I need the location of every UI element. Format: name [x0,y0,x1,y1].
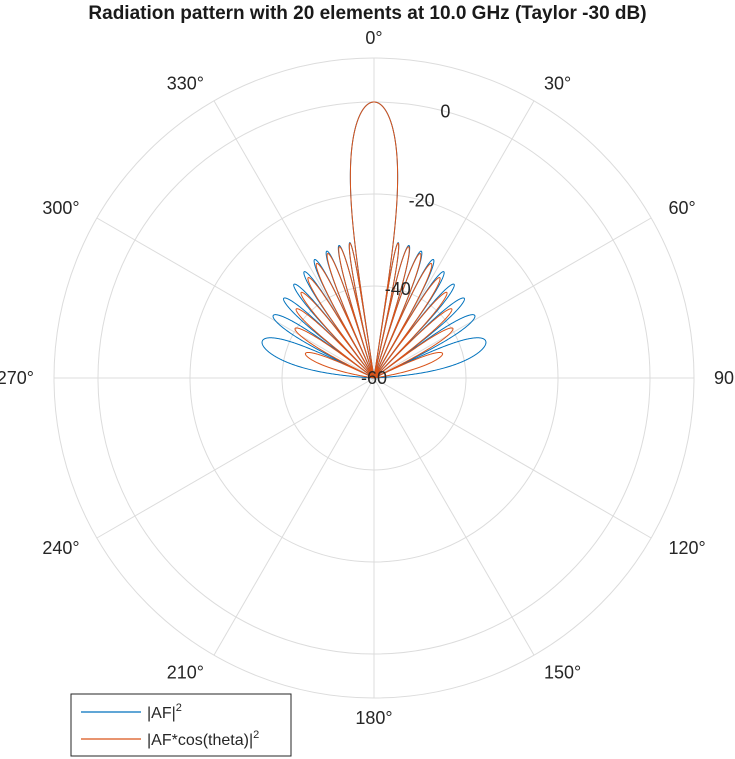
radial-tick-labels: 0 -20 -40 -60 [361,101,450,388]
series-layer [261,101,487,379]
theta-tick-150: 150° [544,662,581,682]
angular-tick-labels: 0° 30° 60° 90° 120° 150° 180° 210° 240° 270° 300° 3… [0,28,735,728]
theta-tick-30: 30° [544,74,571,94]
chart-title: Radiation pattern with 20 elements at 10… [88,3,646,24]
legend-label-af: |AF|2 [147,702,182,722]
theta-tick-240: 240° [42,538,79,558]
theta-tick-330: 330° [167,74,204,94]
legend-label-af-cos: |AF*cos(theta)|2 [147,729,259,749]
grid-spoke-210 [213,377,375,656]
grid-spoke-240 [96,377,375,539]
theta-tick-0: 0° [365,28,382,48]
legend: |AF|2 |AF*cos(theta)|2 [70,693,292,757]
theta-tick-180: 180° [355,708,392,728]
theta-tick-300: 300° [42,198,79,218]
theta-tick-210: 210° [167,662,204,682]
grid-spoke-60 [373,217,652,379]
r-tick-2: -40 [385,279,411,299]
theta-tick-120: 120° [668,538,705,558]
grid-spoke-120 [373,377,652,539]
grid-spoke-300 [96,217,375,379]
series-line-1 [294,101,454,379]
theta-tick-270: 270° [0,368,34,388]
theta-tick-60: 60° [668,198,695,218]
legend-box [70,693,292,757]
r-tick-1: -20 [409,190,435,210]
grid-spoke-150 [373,377,535,656]
r-tick-0: 0 [440,101,450,121]
theta-tick-90: 90° [714,368,735,388]
r-tick-3: -60 [361,368,387,388]
